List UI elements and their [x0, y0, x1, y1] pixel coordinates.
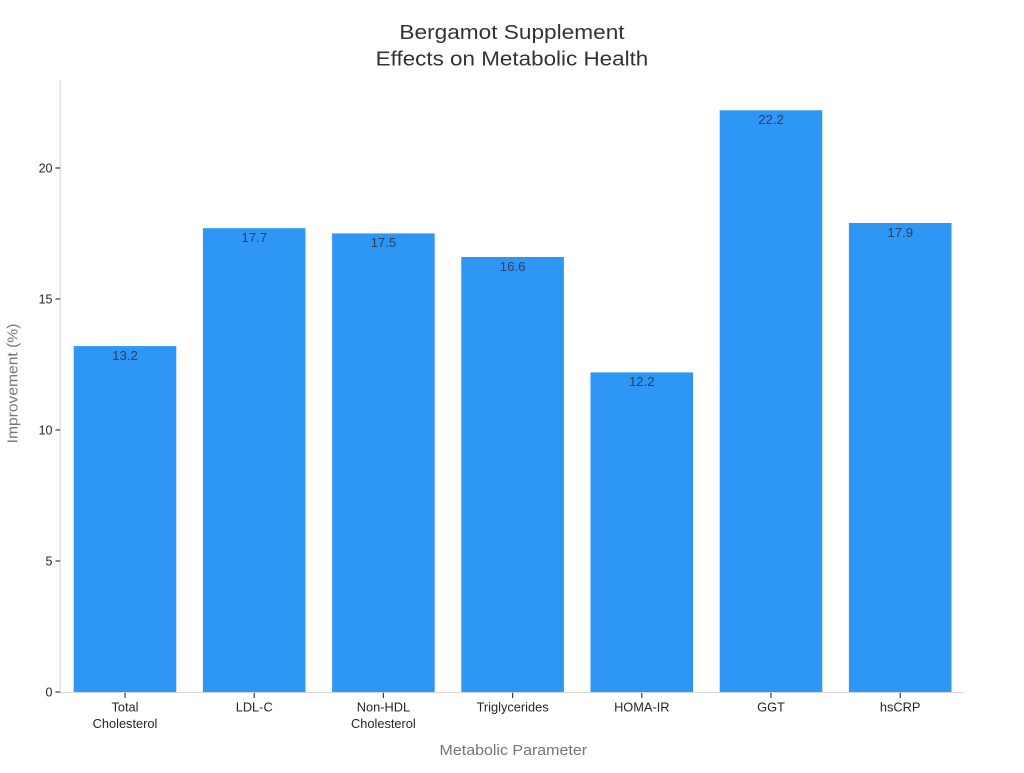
svg-text:17.7: 17.7: [241, 230, 267, 245]
svg-text:Non-HDL: Non-HDL: [357, 700, 410, 715]
svg-text:Total: Total: [111, 700, 138, 715]
svg-text:22.2: 22.2: [758, 112, 784, 127]
svg-text:Improvement (%): Improvement (%): [6, 324, 22, 444]
svg-text:13.2: 13.2: [112, 348, 138, 363]
svg-text:5: 5: [46, 554, 53, 568]
svg-text:HOMA-IR: HOMA-IR: [614, 700, 669, 715]
svg-text:20: 20: [39, 161, 53, 175]
svg-text:Triglycerides: Triglycerides: [477, 700, 549, 715]
svg-text:12.2: 12.2: [629, 374, 655, 389]
svg-text:Cholesterol: Cholesterol: [351, 716, 416, 731]
svg-text:10: 10: [39, 423, 53, 437]
svg-text:0: 0: [46, 685, 53, 699]
svg-text:Effects on Metabolic Health: Effects on Metabolic Health: [376, 49, 649, 71]
svg-text:15: 15: [39, 292, 53, 306]
svg-text:LDL-C: LDL-C: [236, 700, 273, 715]
svg-text:hsCRP: hsCRP: [880, 700, 921, 715]
svg-text:17.9: 17.9: [887, 225, 913, 240]
svg-text:16.6: 16.6: [500, 259, 526, 274]
svg-text:Cholesterol: Cholesterol: [93, 716, 158, 731]
svg-text:Metabolic Parameter: Metabolic Parameter: [440, 743, 588, 759]
svg-text:17.5: 17.5: [371, 235, 397, 250]
svg-text:GGT: GGT: [757, 700, 785, 715]
svg-text:Bergamot Supplement: Bergamot Supplement: [399, 22, 625, 44]
